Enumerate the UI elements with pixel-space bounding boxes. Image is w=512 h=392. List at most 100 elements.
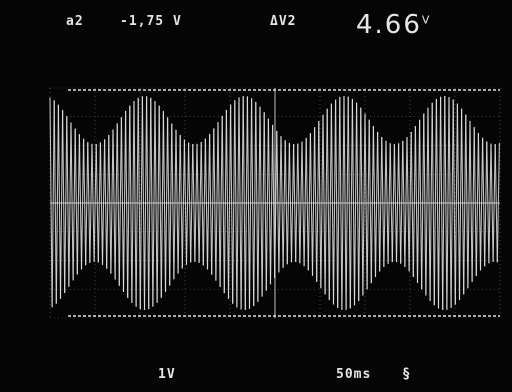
carrier-stroke [488,143,492,264]
carrier-stroke [339,97,343,310]
carrier-stroke [269,124,274,285]
carrier-stroke [463,114,467,295]
carrier-stroke [129,105,133,303]
carrier-stroke [402,140,406,267]
carrier-stroke [196,143,200,263]
carrier-stroke [255,101,259,302]
carrier-stroke [104,139,108,269]
carrier-stroke [131,100,135,303]
carrier-stroke [154,101,158,303]
carrier-stroke [198,141,202,263]
carrier-stroke [370,126,374,284]
carrier-stroke [416,119,421,284]
carrier-stroke [383,140,387,267]
carrier-stroke [433,98,437,306]
carrier-stroke [137,97,141,310]
carrier-stroke [122,110,127,293]
carrier-stroke [223,109,227,294]
carrier-stroke [261,112,265,297]
carrier-stroke [234,100,238,308]
carrier-stroke [471,127,475,282]
carrier-stroke [108,134,112,274]
carrier-stroke [465,114,469,289]
carrier-stroke [437,96,442,309]
carrier-stroke [419,119,423,290]
carrier-stroke [341,96,345,310]
carrier-stroke [91,143,95,262]
carrier-stroke [49,97,53,308]
carrier-stroke [391,144,395,263]
carrier-stroke [295,143,299,262]
carrier-stroke [64,116,68,293]
carrier-stroke [179,135,183,269]
carrier-stroke [349,98,353,309]
carrier-stroke [293,144,297,262]
carrier-stroke [125,110,129,298]
carrier-stroke [95,143,99,263]
carrier-stroke [427,107,431,301]
carrier-stroke [282,140,286,268]
cursor-voltage-readout: -1,75 V [120,14,182,29]
carrier-stroke [150,97,154,307]
carrier-stroke [450,99,454,308]
carrier-stroke [398,143,402,264]
carrier-stroke [435,98,440,309]
carrier-stroke [213,128,217,281]
carrier-stroke [143,96,148,311]
carrier-stroke [183,139,188,265]
carrier-stroke [74,128,78,275]
carrier-stroke [337,97,341,308]
carrier-stroke [225,109,230,299]
carrier-stroke [368,119,372,284]
carrier-stroke [244,96,248,310]
carrier-stroke [242,96,246,310]
carrier-stroke [76,134,80,275]
carrier-stroke [423,113,427,296]
carrier-stroke [404,137,408,267]
time-per-division-readout: 50ms [336,367,372,382]
carrier-stroke [280,136,284,268]
carrier-stroke [192,144,196,262]
carrier-stroke [238,97,242,310]
carrier-stroke [412,126,416,277]
carrier-stroke [127,105,131,298]
carrier-stroke [314,127,318,282]
carrier-stroke [353,102,358,306]
carrier-stroke [440,96,444,310]
carrier-stroke [188,142,192,263]
carrier-stroke [414,126,419,284]
carrier-stroke [101,139,106,265]
carrier-stroke [97,142,101,263]
carrier-stroke [217,122,221,287]
carrier-stroke [482,137,486,267]
am-waveform-trace [49,96,500,311]
carrier-stroke [467,120,471,289]
carrier-stroke [301,141,305,267]
carrier-stroke [66,116,70,287]
carrier-stroke [425,107,429,296]
carrier-stroke [328,103,332,300]
carrier-stroke [332,99,337,305]
carrier-stroke [118,117,122,286]
carrier-stroke [479,137,484,271]
carrier-stroke [162,111,167,292]
carrier-stroke [458,108,463,300]
carrier-stroke [68,122,72,287]
carrier-stroke [351,98,356,306]
carrier-stroke [112,129,116,280]
carrier-stroke [494,144,498,263]
carrier-stroke [221,115,225,294]
carrier-stroke [272,124,276,279]
carrier-stroke [215,122,219,281]
carrier-stroke [209,134,213,275]
carrier-stroke [236,97,240,308]
carrier-stroke [469,120,473,282]
carrier-stroke [133,100,137,307]
carrier-stroke [51,100,55,308]
cursor-label: a2 [66,14,84,29]
carrier-stroke [59,110,64,299]
carrier-stroke [456,103,461,300]
carrier-stroke [146,96,150,310]
carrier-stroke [387,143,391,264]
